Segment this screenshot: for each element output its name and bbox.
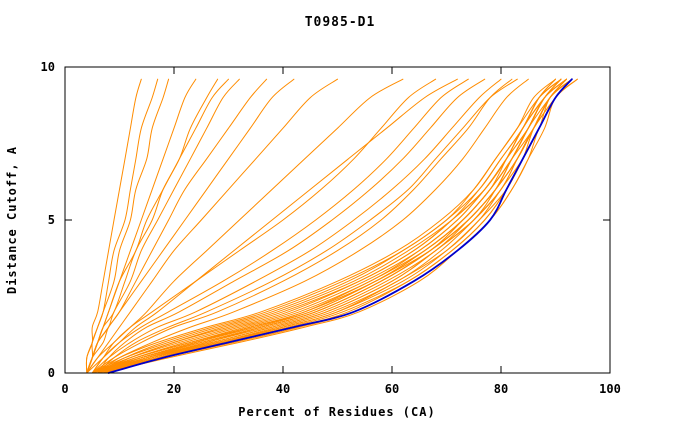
model-curve — [102, 78, 578, 374]
model-curve — [102, 78, 573, 374]
x-tick-label: 100 — [599, 382, 621, 396]
y-tick-label: 0 — [48, 366, 55, 380]
model-curve — [102, 78, 567, 374]
model-curve — [97, 78, 518, 374]
chart-title: T0985-D1 — [305, 15, 376, 30]
model-curve — [91, 78, 513, 374]
model-curve — [86, 78, 338, 374]
model-curve — [97, 78, 567, 374]
y-axis-label: Distance Cutoff, A — [5, 146, 19, 294]
model-curve — [97, 78, 567, 374]
model-curve — [97, 78, 556, 374]
model-curve — [97, 78, 567, 374]
y-tick-label: 5 — [48, 213, 55, 227]
x-tick-label: 80 — [494, 382, 508, 396]
model-curve — [97, 78, 562, 374]
y-tick-label: 10 — [41, 60, 55, 74]
model-curve — [91, 78, 562, 374]
model-curve — [102, 78, 573, 374]
plot-area: 0 20 40 60 80 100 0 5 10 — [41, 60, 621, 396]
x-tick-label: 60 — [385, 382, 399, 396]
x-axis-label: Percent of Residues (CA) — [238, 405, 435, 419]
model-curve — [86, 78, 295, 374]
x-tick-label: 0 — [61, 382, 68, 396]
model-curve — [86, 78, 404, 374]
model-curve — [91, 78, 562, 374]
x-tick-label: 20 — [167, 382, 181, 396]
reference-curve — [107, 78, 573, 374]
model-curve — [86, 78, 458, 374]
model-curve — [97, 78, 486, 374]
model-curve — [97, 78, 529, 374]
model-curve — [85, 78, 159, 374]
model-curve — [102, 78, 573, 374]
model-curve — [97, 78, 562, 374]
model-curve — [97, 78, 562, 374]
x-tick-label: 40 — [276, 382, 290, 396]
model-curve — [91, 78, 502, 374]
model-curve — [86, 78, 268, 374]
model-curve — [102, 78, 567, 374]
model-curve — [86, 78, 197, 374]
model-curve — [102, 78, 567, 374]
model-curve — [85, 78, 142, 374]
